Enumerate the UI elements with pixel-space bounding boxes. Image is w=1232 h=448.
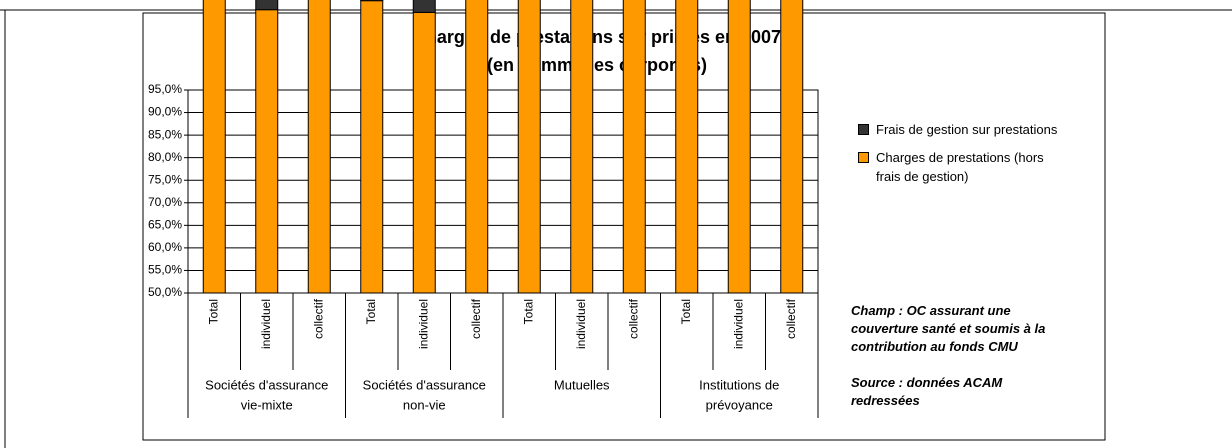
x-tick-label: Total	[364, 299, 378, 324]
y-tick-label: 60,0%	[148, 240, 182, 254]
x-tick-label: Total	[206, 299, 220, 324]
y-tick-label: 65,0%	[148, 218, 182, 232]
legend-item: Frais de gestion sur prestations	[858, 120, 1071, 139]
bar-segment	[622, 0, 646, 294]
bar-segment	[412, 0, 436, 13]
bar-segment	[465, 0, 489, 294]
x-tick-label: collectif	[469, 298, 483, 339]
note: Champ : OC assurant une couverture santé…	[851, 303, 1046, 354]
bar-segment	[360, 0, 384, 294]
y-tick-label: 70,0%	[148, 195, 182, 209]
y-tick-label: 95,0%	[148, 82, 182, 96]
x-tick-label: Total	[679, 299, 693, 324]
x-tick-label: individuel	[574, 299, 588, 349]
x-tick-label: Total	[521, 299, 535, 324]
note: Source : données ACAM redressées	[851, 375, 1003, 408]
x-tick-label: collectif	[311, 298, 325, 339]
bar-segment	[307, 0, 331, 294]
legend-swatch	[858, 152, 869, 163]
group-label: Sociétés d'assurance	[205, 377, 328, 392]
bar-segment	[360, 0, 384, 2]
group-label: Mutuelles	[554, 377, 610, 392]
group-label: non-vie	[403, 397, 446, 412]
bar-segment	[675, 0, 699, 294]
chart-subtitle: (en dommages corporels)	[487, 55, 707, 75]
bar-segment	[780, 0, 804, 294]
bar-segment	[727, 0, 751, 294]
x-tick-label: individuel	[259, 299, 273, 349]
group-label: vie-mixte	[241, 397, 293, 412]
y-tick-label: 55,0%	[148, 263, 182, 277]
bar-segment	[412, 11, 436, 294]
bar-segment	[255, 9, 279, 294]
y-tick-label: 90,0%	[148, 105, 182, 119]
x-tick-label: individuel	[416, 299, 430, 349]
bar-segment	[517, 0, 541, 294]
legend-label: Charges de prestations (hors frais de ge…	[876, 150, 1044, 184]
x-tick-label: collectif	[626, 298, 640, 339]
group-label: prévoyance	[706, 397, 773, 412]
bar-segment	[570, 0, 594, 294]
group-label: Institutions de	[699, 377, 779, 392]
x-tick-label: individuel	[731, 299, 745, 349]
bar-segment	[255, 0, 279, 11]
y-tick-label: 75,0%	[148, 172, 182, 186]
x-tick-label: collectif	[784, 298, 798, 339]
y-tick-label: 85,0%	[148, 127, 182, 141]
y-tick-label: 50,0%	[148, 285, 182, 299]
legend-label: Frais de gestion sur prestations	[876, 122, 1058, 137]
legend: Frais de gestion sur prestations Charges …	[858, 120, 1071, 195]
legend-item: Charges de prestations (hors frais de ge…	[858, 148, 1071, 186]
legend-swatch	[858, 124, 869, 135]
bar-segment	[202, 0, 226, 294]
y-tick-label: 80,0%	[148, 150, 182, 164]
group-label: Sociétés d'assurance	[363, 377, 486, 392]
